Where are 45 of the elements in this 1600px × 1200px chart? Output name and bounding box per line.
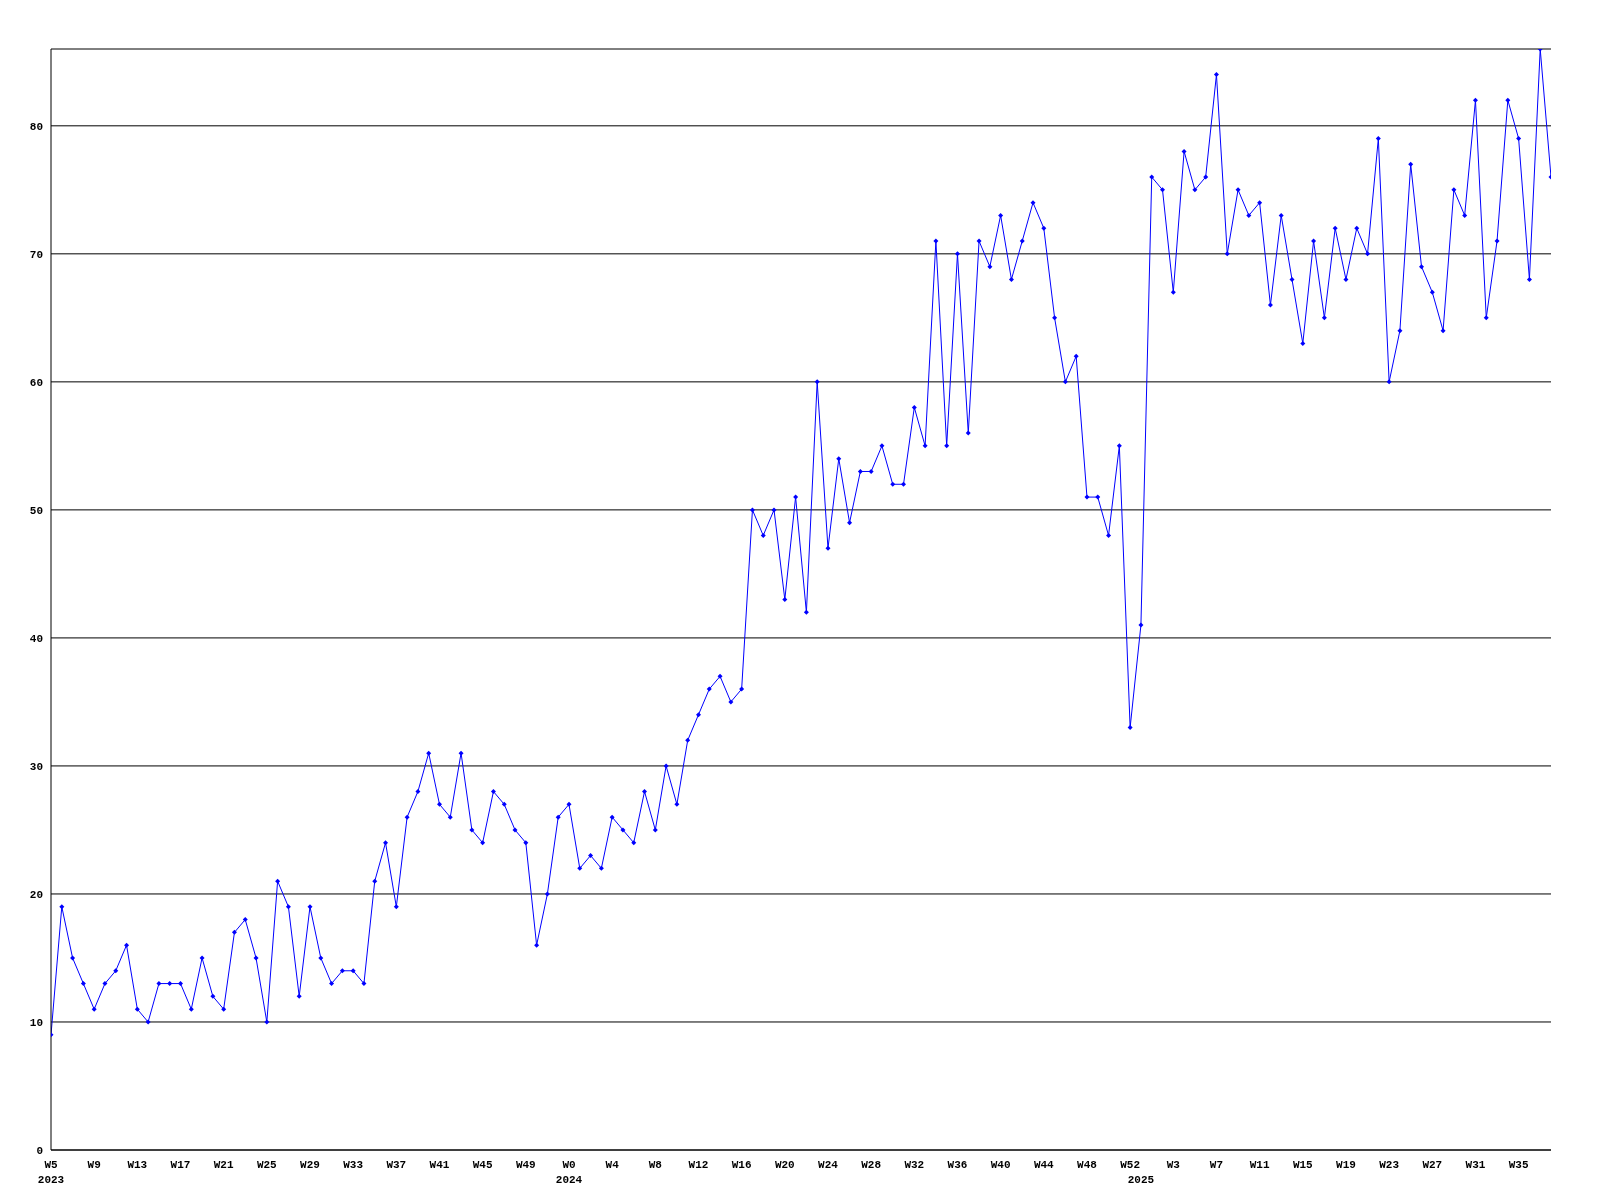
y-tick-label: 50 bbox=[29, 504, 43, 517]
x-tick-label: W27 bbox=[1422, 1159, 1443, 1171]
x-tick-label: W12 bbox=[688, 1159, 709, 1171]
x-tick-label: W32 bbox=[904, 1159, 925, 1171]
x-tick-label: W8 bbox=[648, 1159, 663, 1171]
x-tick-label: W40 bbox=[990, 1159, 1011, 1171]
x-tick-label: W35 bbox=[1508, 1159, 1529, 1171]
x-tick-label: W15 bbox=[1292, 1159, 1314, 1171]
x-tick-label: W16 bbox=[731, 1159, 752, 1171]
y-tick-label: 70 bbox=[29, 248, 43, 261]
x-tick-label: W13 bbox=[127, 1159, 148, 1171]
x-tick-label: W4 bbox=[605, 1159, 620, 1171]
y-tick-label: 30 bbox=[29, 760, 43, 773]
x-tick-label: W52 bbox=[1120, 1159, 1141, 1171]
x-tick-label: W7 bbox=[1209, 1159, 1224, 1171]
x-tick-label: W49 bbox=[515, 1159, 536, 1171]
y-tick-label: 60 bbox=[29, 376, 43, 389]
x-tick-label: W0 2024 bbox=[555, 1159, 583, 1186]
x-tick-label: W17 bbox=[170, 1159, 191, 1171]
x-tick-label: W29 bbox=[300, 1159, 320, 1171]
x-tick-label: W11 bbox=[1249, 1159, 1270, 1171]
x-tick-label: W24 bbox=[818, 1159, 839, 1171]
x-tick-label: 2025 bbox=[1127, 1174, 1155, 1186]
x-tick-label: W41 bbox=[429, 1159, 450, 1171]
x-tick-label: W3 bbox=[1166, 1159, 1181, 1171]
x-tick-label: W23 bbox=[1379, 1159, 1400, 1171]
x-tick-label: W25 bbox=[256, 1159, 278, 1171]
y-tick-label: 20 bbox=[29, 888, 43, 901]
x-tick-label: W21 bbox=[213, 1159, 234, 1171]
x-tick-label: W37 bbox=[386, 1159, 407, 1171]
x-tick-label: W9 bbox=[87, 1159, 101, 1171]
x-tick-label: W20 bbox=[774, 1159, 795, 1171]
y-tick-label: 40 bbox=[29, 632, 43, 645]
x-tick-label: W45 bbox=[472, 1159, 493, 1171]
x-tick-label: W28 bbox=[861, 1159, 882, 1171]
x-tick-label: W33 bbox=[343, 1159, 364, 1171]
x-tick-label: W44 bbox=[1033, 1159, 1055, 1171]
x-tick-label: W5 2023 bbox=[37, 1159, 65, 1186]
y-tick-label: 10 bbox=[29, 1016, 43, 1029]
y-tick-label: 80 bbox=[29, 120, 43, 133]
y-tick-label: 0 bbox=[36, 1144, 43, 1157]
x-tick-label: W31 bbox=[1465, 1159, 1486, 1171]
x-tick-label: W48 bbox=[1077, 1159, 1098, 1171]
x-tick-label: W36 bbox=[947, 1159, 968, 1171]
x-tick-label: W19 bbox=[1336, 1159, 1356, 1171]
